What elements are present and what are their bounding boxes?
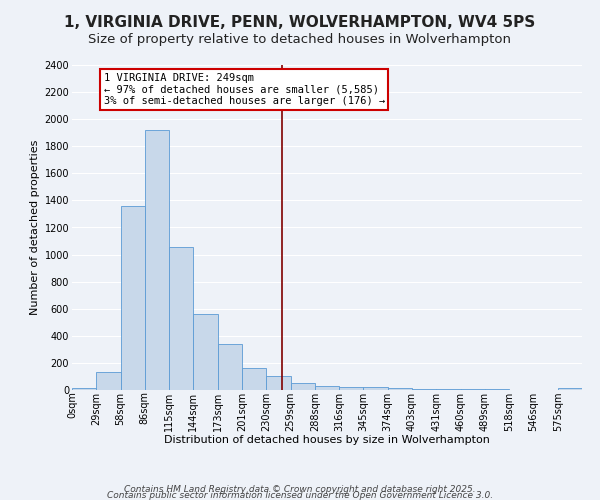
Bar (218, 344, 242, 390)
Text: 1, VIRGINIA DRIVE, PENN, WOLVERHAMPTON, WV4 5PS: 1, VIRGINIA DRIVE, PENN, WOLVERHAMPTON, … (64, 15, 536, 30)
Bar (315, 386, 339, 390)
Bar (558, 388, 582, 390)
Bar (193, 314, 218, 390)
Bar (290, 382, 315, 390)
X-axis label: Distribution of detached houses by size in Wolverhampton: Distribution of detached houses by size … (164, 435, 490, 445)
Bar (96, 372, 121, 390)
Text: Size of property relative to detached houses in Wolverhampton: Size of property relative to detached ho… (89, 32, 511, 46)
Bar (266, 376, 290, 390)
Bar (412, 388, 436, 390)
Y-axis label: Number of detached properties: Number of detached properties (31, 140, 40, 315)
Bar (242, 368, 266, 390)
Text: Contains HM Land Registry data © Crown copyright and database right 2025.: Contains HM Land Registry data © Crown c… (124, 485, 476, 494)
Bar (169, 247, 193, 390)
Bar (121, 206, 145, 390)
Text: Contains public sector information licensed under the Open Government Licence 3.: Contains public sector information licen… (107, 490, 493, 500)
Bar (364, 388, 388, 390)
Bar (145, 130, 169, 390)
Bar (72, 388, 96, 390)
Bar (388, 388, 412, 390)
Bar (461, 388, 485, 390)
Bar (339, 386, 364, 390)
Text: 1 VIRGINIA DRIVE: 249sqm
← 97% of detached houses are smaller (5,585)
3% of semi: 1 VIRGINIA DRIVE: 249sqm ← 97% of detach… (104, 73, 385, 106)
